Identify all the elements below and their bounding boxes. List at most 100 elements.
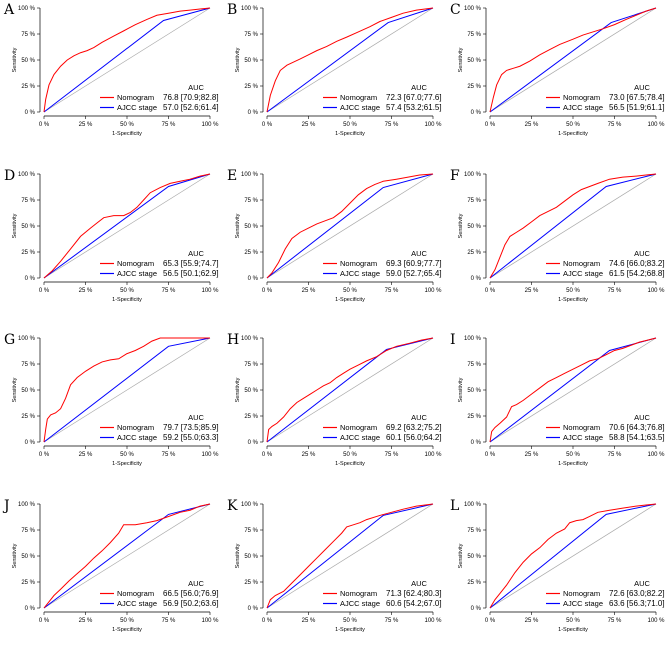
auc-value: 60.1 [56.0;64.2] [386,433,442,442]
panel-letter: K [227,498,238,514]
x-tick-label: 25 % [302,122,316,128]
x-tick-label: 0 % [39,288,50,294]
y-axis-label: Sensitivity [12,543,18,568]
x-axis-label: 1-Specificity [558,461,588,467]
auc-header: AUC [188,413,204,422]
auc-header: AUC [634,413,650,422]
panel-letter: A [3,2,15,18]
x-tick-label: 100 % [201,288,219,294]
x-tick-label: 50 % [343,452,357,458]
auc-value: 72.6 [63.0;82.2] [609,589,665,598]
y-tick-label: 0 % [471,276,482,282]
auc-value: 56.5 [50.1;62.9] [163,269,219,278]
y-axis-label: Sensitivity [235,377,241,402]
x-tick-label: 50 % [120,618,134,624]
y-axis-label: Sensitivity [235,543,241,568]
roc-panel-H: H 0 %0 % 25 % 25 % 50 % 50 % 75 % 75 % 100 % 100 … [227,332,442,467]
x-tick-label: 25 % [525,288,539,294]
x-tick-label: 0 % [485,122,496,128]
y-tick-label: 0 % [25,276,36,282]
auc-header: AUC [634,249,650,258]
x-tick-label: 50 % [120,122,134,128]
x-tick-label: 25 % [302,618,316,624]
auc-value: 79.7 [73.5;85.9] [163,423,219,432]
y-tick-label: 0 % [248,110,259,116]
ajcc-roc-line [43,7,211,113]
x-tick-label: 50 % [120,288,134,294]
x-tick-label: 100 % [424,452,442,458]
y-tick-label: 50 % [21,554,35,560]
x-tick-label: 75 % [608,288,622,294]
auc-value: 57.0 [52.6;61.4] [163,103,219,112]
auc-value: 71.3 [62.4;80.3] [386,589,442,598]
x-tick-label: 75 % [162,618,176,624]
y-tick-label: 25 % [244,84,258,90]
y-tick-label: 75 % [467,198,481,204]
x-tick-label: 75 % [608,452,622,458]
y-tick-label: 50 % [467,58,481,64]
auc-header: AUC [411,83,427,92]
auc-value: 58.8 [54.1;63.5] [609,433,665,442]
legend-label: AJCC stage [340,433,380,442]
x-tick-label: 0 % [39,452,50,458]
y-tick-label: 75 % [467,32,481,38]
x-tick-label: 100 % [201,452,219,458]
roc-panel-C: C 0 %0 % 25 % 25 % 50 % 50 % 75 % 75 % 100 % 100 … [450,2,665,137]
y-axis-label: Sensitivity [12,377,18,402]
y-tick-label: 75 % [21,198,35,204]
x-tick-label: 0 % [262,452,273,458]
x-axis-label: 1-Specificity [112,131,142,137]
y-tick-label: 75 % [21,32,35,38]
x-tick-label: 75 % [608,122,622,128]
y-tick-label: 25 % [244,250,258,256]
legend-label: Nomogram [117,589,154,598]
x-tick-label: 100 % [201,122,219,128]
y-tick-label: 25 % [21,84,35,90]
roc-panel-J: J 0 %0 % 25 % 25 % 50 % 50 % 75 % 75 % 100 % 100 … [2,498,219,633]
x-tick-label: 75 % [162,288,176,294]
auc-value: 69.2 [63.2;75.2] [386,423,442,432]
x-tick-label: 0 % [39,618,50,624]
x-axis-label: 1-Specificity [335,297,365,303]
y-tick-label: 75 % [21,362,35,368]
reference-diagonal-line [489,173,657,279]
x-axis-label: 1-Specificity [558,131,588,137]
legend-label: Nomogram [563,589,600,598]
x-tick-label: 0 % [39,122,50,128]
y-axis-label: Sensitivity [458,543,464,568]
y-axis-label: Sensitivity [458,213,464,238]
roc-panel-I: I 0 %0 % 25 % 25 % 50 % 50 % 75 % 75 % 100 % 100 … [450,332,665,467]
y-tick-label: 50 % [244,388,258,394]
x-axis-label: 1-Specificity [335,461,365,467]
legend-label: Nomogram [563,93,600,102]
y-tick-label: 100 % [464,172,482,178]
reference-diagonal-line [266,173,434,279]
roc-panel-E: E 0 %0 % 25 % 25 % 50 % 50 % 75 % 75 % 100 % 100 … [227,168,442,303]
x-tick-label: 100 % [201,618,219,624]
x-tick-label: 0 % [485,618,496,624]
y-tick-label: 50 % [244,224,258,230]
x-tick-label: 25 % [302,288,316,294]
auc-value: 59.2 [55.0;63.3] [163,433,219,442]
y-tick-label: 0 % [471,110,482,116]
y-tick-label: 0 % [471,440,482,446]
auc-value: 76.8 [70.9;82.8] [163,93,219,102]
x-tick-label: 75 % [162,122,176,128]
ajcc-roc-line [489,503,657,609]
legend-label: Nomogram [340,93,377,102]
x-tick-label: 100 % [647,618,665,624]
reference-diagonal-line [43,173,211,279]
y-tick-label: 100 % [241,336,259,342]
y-tick-label: 50 % [244,554,258,560]
y-tick-label: 0 % [25,440,36,446]
x-tick-label: 75 % [385,122,399,128]
legend-label: Nomogram [117,93,154,102]
roc-panel-B: B 0 %0 % 25 % 25 % 50 % 50 % 75 % 75 % 100 % 100 … [227,2,442,137]
y-tick-label: 25 % [467,580,481,586]
x-tick-label: 25 % [79,122,93,128]
legend-label: Nomogram [340,589,377,598]
y-tick-label: 50 % [244,58,258,64]
y-tick-label: 25 % [244,580,258,586]
x-tick-label: 25 % [79,288,93,294]
legend-label: Nomogram [117,423,154,432]
